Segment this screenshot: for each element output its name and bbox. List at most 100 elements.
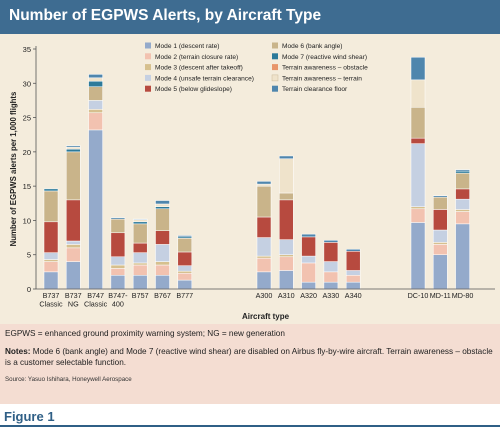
bar-segment <box>323 271 339 283</box>
bar-segment <box>433 195 448 198</box>
bar-segment <box>132 223 148 244</box>
bar-segment <box>301 255 316 264</box>
bar-segment <box>345 270 361 276</box>
x-tick-label: A320 <box>300 291 317 300</box>
bar-segment <box>455 172 470 190</box>
bar-segment <box>110 217 126 220</box>
axes: 0 5 10 15 20 25 30 35 Number of EGPWS alerts per… <box>9 45 495 321</box>
legend-swatch <box>272 42 278 49</box>
legend-label: Mode 3 (descent after takeoff) <box>155 65 243 72</box>
bar-segment <box>43 252 59 260</box>
bar-segment <box>110 218 126 234</box>
notes-label: Notes: <box>5 347 31 356</box>
bar-segment <box>66 146 81 150</box>
x-tick-label: B737 <box>65 291 82 300</box>
x-tick-label: MD-80 <box>452 291 474 300</box>
bar-segment <box>43 259 59 262</box>
legend-swatch <box>272 85 278 92</box>
bar-segment <box>155 206 170 210</box>
bar-segment <box>155 203 170 207</box>
bar-segment <box>177 251 193 266</box>
bar-segment <box>410 143 426 207</box>
bar-segment <box>132 252 148 264</box>
bar-segment <box>279 239 294 255</box>
y-tick-label: 35 <box>23 45 31 54</box>
bar-segment <box>110 232 126 258</box>
bar-segment <box>256 255 272 259</box>
figure-rule <box>0 425 500 427</box>
y-tick-label: 0 <box>27 285 31 294</box>
legend-label: Mode 4 (unsafe terrain clearance) <box>155 75 254 82</box>
legend-label: Terrain awareness – obstacle <box>282 65 368 72</box>
x-tick-label: A300 <box>256 291 273 300</box>
bar-segment <box>155 208 170 231</box>
bar-segment <box>132 242 148 253</box>
x-tick-label: B767 <box>154 291 171 300</box>
bar-segment <box>279 155 294 159</box>
bar-segment <box>279 270 294 290</box>
bar-segment <box>256 185 272 218</box>
bar-segment <box>345 248 361 252</box>
bar-segment <box>455 209 470 212</box>
bar-segment <box>66 244 81 249</box>
legend-swatch <box>145 53 151 60</box>
bar-segment <box>43 190 59 223</box>
bar-segment <box>177 265 193 272</box>
bar-segment <box>455 211 470 225</box>
bar-segment <box>132 219 148 223</box>
legend: Mode 1 (descent rate) Mode 2 (terrain clo… <box>145 42 368 93</box>
bar-segment <box>410 206 426 210</box>
legend-swatch <box>272 53 278 60</box>
bar-segment <box>155 200 170 205</box>
legend-swatch <box>145 64 151 71</box>
bar-segment <box>455 223 470 290</box>
notes-text: Notes: Mode 6 (bank angle) and Mode 7 (r… <box>5 346 493 368</box>
bar-segment <box>43 271 59 290</box>
x-tick-label: NG <box>68 300 79 309</box>
x-tick-label: B747 <box>87 291 104 300</box>
bar-segment <box>455 188 470 200</box>
bar-segment <box>110 256 126 266</box>
x-tick-label: B747- <box>108 291 128 300</box>
bar-segment <box>66 240 81 245</box>
y-tick-label: 10 <box>23 216 31 225</box>
bar-segment <box>88 86 103 101</box>
notes-panel: EGPWS = enhanced ground proximity warnin… <box>0 324 500 404</box>
chart-svg: Mode 1 (descent rate) Mode 2 (terrain clo… <box>9 42 495 321</box>
bar-segment <box>177 279 193 290</box>
figure-label: Figure 1 <box>4 409 55 424</box>
x-tick-label: B777 <box>176 291 193 300</box>
bar-segment <box>433 244 448 255</box>
bar-segment <box>433 196 448 210</box>
bar-segment <box>410 222 426 290</box>
bar-segment <box>256 216 272 238</box>
bar-segment <box>132 275 148 290</box>
bar-segment <box>256 257 272 273</box>
bar-segment <box>301 236 316 257</box>
bar-segment <box>132 264 148 276</box>
bar-segment <box>433 209 448 231</box>
bar-segment <box>410 107 426 139</box>
bars <box>43 56 470 290</box>
notes-body: Mode 6 (bank angle) and Mode 7 (reactive… <box>5 347 493 367</box>
bar-segment <box>323 240 339 243</box>
bar-segment <box>323 261 339 273</box>
bar-segment <box>256 237 272 257</box>
legend-swatch <box>272 64 278 71</box>
bar-segment <box>279 158 294 194</box>
bar-segment <box>66 151 81 201</box>
chart-title: Number of EGPWS Alerts, by Aircraft Type <box>9 7 322 24</box>
bar-segment <box>132 262 148 266</box>
title-bar: Number of EGPWS Alerts, by Aircraft Type <box>0 0 500 34</box>
legend-swatch <box>145 85 151 92</box>
bar-segment <box>455 170 470 174</box>
legend-label: Mode 5 (below glideslope) <box>155 86 232 93</box>
bar-segment <box>177 235 193 238</box>
x-tick-label: B737 <box>43 291 60 300</box>
bar-segment <box>345 281 361 290</box>
bar-segment <box>88 77 103 82</box>
bar-segment <box>455 198 470 210</box>
bar-segment <box>88 100 103 110</box>
legend-label: Mode 6 (bank angle) <box>282 43 342 50</box>
y-tick-label: 5 <box>27 251 31 260</box>
